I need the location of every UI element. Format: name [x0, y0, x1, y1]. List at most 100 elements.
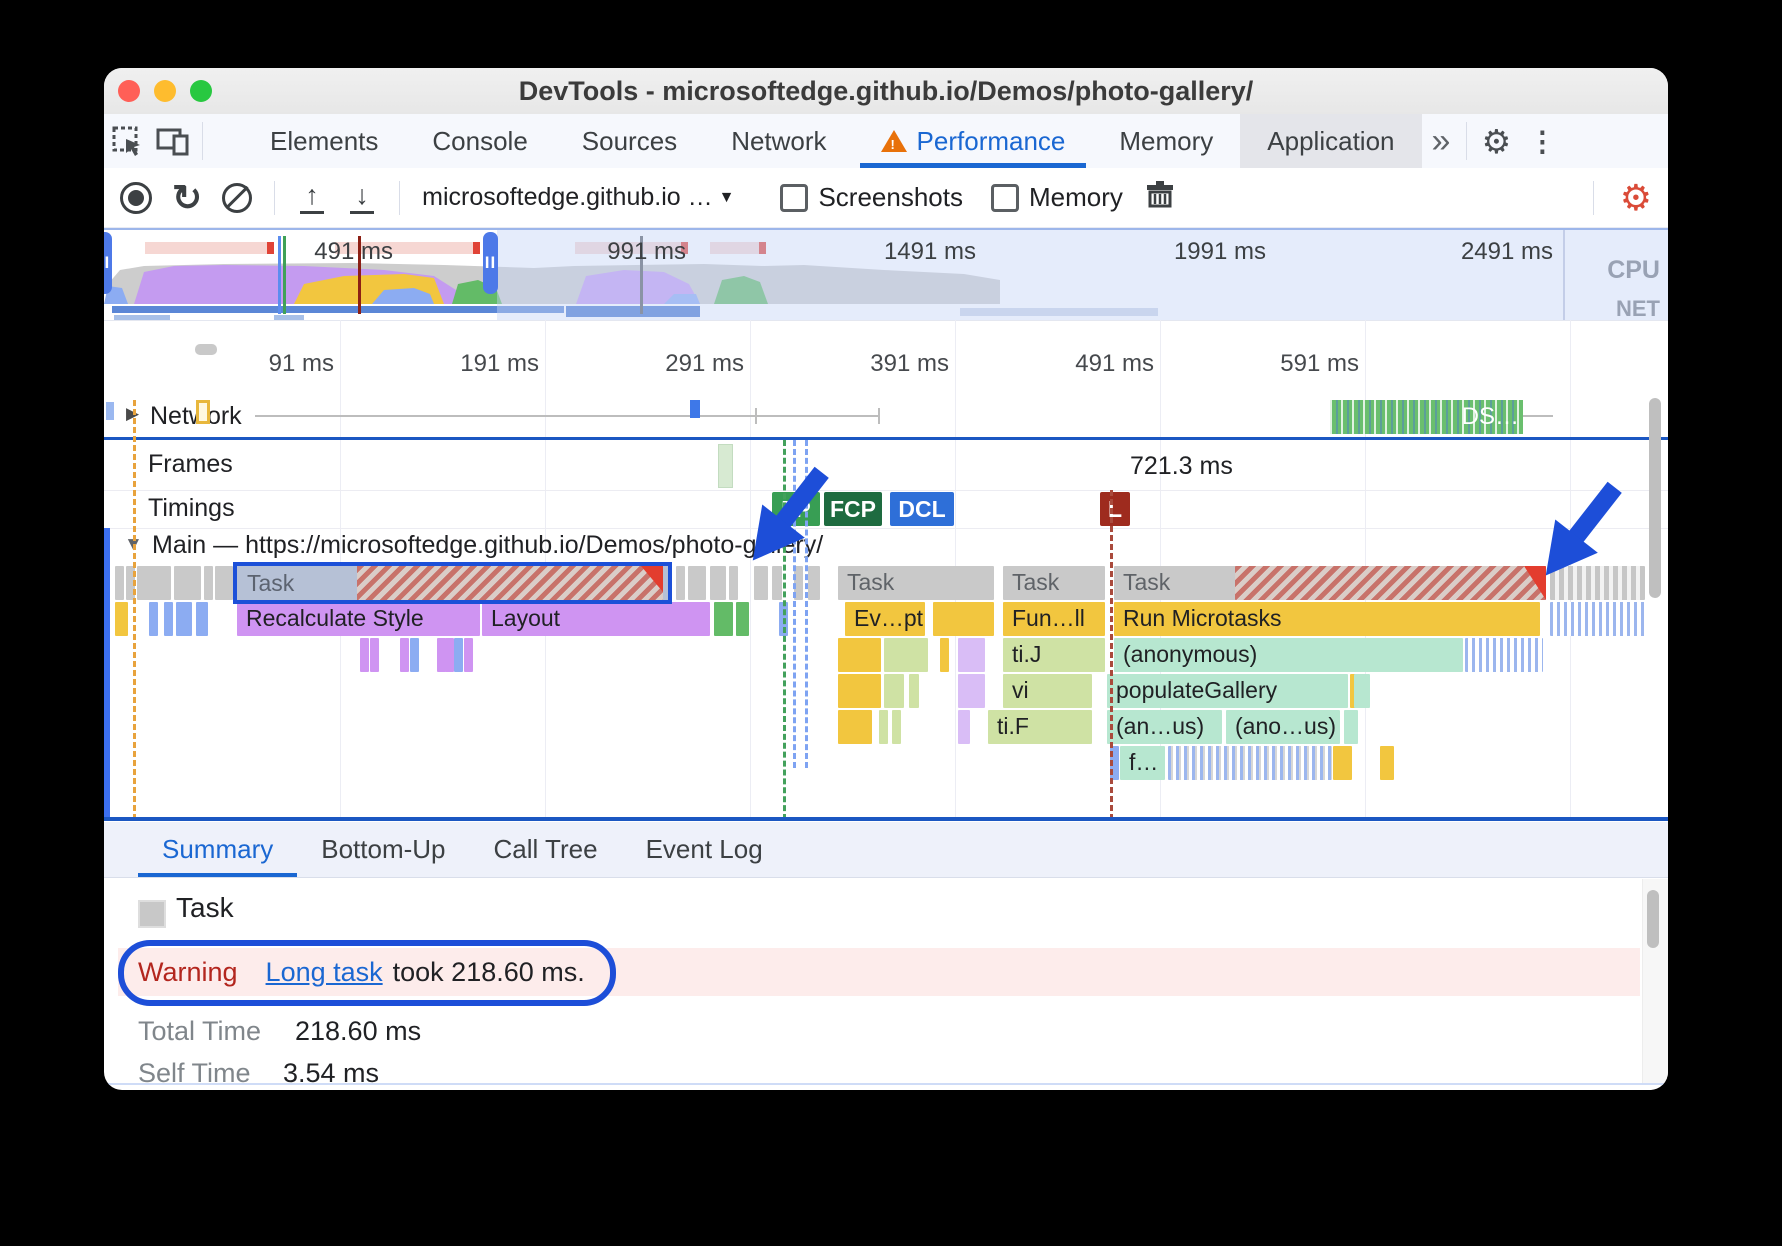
summary-splitter[interactable] [104, 817, 1668, 821]
flame-bar-ti-f[interactable]: ti.F [988, 710, 1092, 744]
download-profile-icon[interactable]: ↓ [347, 181, 377, 214]
flame-bar-populategallery[interactable]: populateGallery [1107, 674, 1348, 708]
zoom-window-button[interactable] [190, 80, 212, 102]
upload-profile-icon[interactable]: ↑ [297, 181, 327, 214]
timing-badge-fcp[interactable]: FCP [824, 492, 882, 526]
flame-bar-blue[interactable] [196, 602, 208, 636]
flame-bar-purple[interactable] [360, 638, 369, 672]
flame-bar--an-us-[interactable]: (an…us) [1107, 710, 1222, 744]
main-track-header[interactable]: ▼ Main — https://microsoftedge.github.io… [104, 528, 1668, 566]
flame-bar-green[interactable] [736, 602, 749, 636]
tab-event-log[interactable]: Event Log [645, 834, 763, 864]
flame-bar-olive[interactable] [892, 710, 901, 744]
flame-bar-blue[interactable] [183, 602, 192, 636]
flame-bar-run-microtasks[interactable]: Run Microtasks [1114, 602, 1540, 636]
flame-bar-f-[interactable]: f… [1120, 746, 1165, 780]
ruler-scroll-handle[interactable] [195, 344, 217, 355]
flame-bar-vi[interactable]: vi [1003, 674, 1092, 708]
overflow-tabs-chevron-icon[interactable]: » [1431, 121, 1451, 160]
reload-and-record-icon[interactable]: ↻ [172, 176, 203, 218]
tab-application[interactable]: Application [1240, 114, 1422, 168]
close-window-button[interactable] [118, 80, 140, 102]
inspect-element-icon[interactable] [104, 114, 150, 168]
flame-bar-ev-pt[interactable]: Ev…pt [845, 602, 925, 636]
flame-bar-yellow[interactable] [1380, 746, 1394, 780]
record-icon[interactable] [120, 181, 152, 214]
tab-performance[interactable]: ! Performance [854, 114, 1093, 168]
flame-bar-stripe-red[interactable] [1235, 566, 1546, 600]
flame-bar-gray[interactable] [710, 566, 726, 600]
flame-bar-stripe-gray[interactable] [1550, 566, 1645, 600]
flame-bar-purple[interactable] [464, 638, 473, 672]
flame-bar-task[interactable]: Task [1003, 566, 1105, 600]
flame-bar-lav[interactable] [958, 710, 970, 744]
flame-bar-mint[interactable] [1344, 710, 1358, 744]
tab-summary[interactable]: Summary [138, 822, 298, 877]
flame-bar-stripe-blue[interactable] [1465, 638, 1543, 672]
flame-bar-purple[interactable] [400, 638, 409, 672]
flame-bar-olive[interactable] [884, 638, 928, 672]
more-options-icon[interactable]: ⋮ [1528, 125, 1557, 157]
summary-scrollbar[interactable] [1647, 890, 1659, 948]
flame-bar-lav[interactable] [958, 638, 985, 672]
flame-bar-blue[interactable] [164, 602, 173, 636]
tab-bottom-up[interactable]: Bottom-Up [321, 834, 446, 864]
screenshots-checkbox[interactable]: Screenshots [780, 182, 963, 213]
flame-bar-gray[interactable] [115, 566, 124, 600]
frames-track[interactable]: Frames 721.3 ms [104, 440, 1668, 491]
collect-garbage-icon[interactable] [1143, 179, 1177, 216]
tracks-splitter[interactable] [104, 437, 1668, 440]
flame-bar-fun-ll[interactable]: Fun…ll [1003, 602, 1105, 636]
flame-bar-yellow[interactable] [838, 710, 872, 744]
overview-right-handle[interactable]: II [483, 232, 498, 294]
long-task-link[interactable]: Long task [265, 956, 383, 987]
flame-bar-yellow[interactable] [940, 638, 949, 672]
device-toolbar-icon[interactable] [150, 114, 196, 168]
flame-bar-gray[interactable] [729, 566, 738, 600]
tab-sources[interactable]: Sources [581, 125, 678, 156]
capture-settings-gear-icon[interactable]: ⚙ [1619, 176, 1652, 218]
timings-track[interactable]: Timings [104, 490, 1668, 529]
flame-bar-purple[interactable] [437, 638, 446, 672]
flame-bar-task[interactable]: Task [838, 566, 994, 600]
flame-bar-stripe-blue[interactable] [1550, 602, 1645, 636]
flame-bar-lav[interactable] [958, 674, 985, 708]
flame-bar-gray[interactable] [772, 566, 782, 600]
flame-bar--anonymous-[interactable]: (anonymous) [1114, 638, 1463, 672]
flame-bar-gray[interactable] [137, 566, 171, 600]
flame-bar-gray[interactable] [174, 566, 201, 600]
minimize-window-button[interactable] [154, 80, 176, 102]
memory-checkbox[interactable]: Memory [990, 182, 1123, 213]
tab-network[interactable]: Network [731, 125, 827, 156]
clear-recording-icon[interactable] [222, 182, 253, 213]
settings-gear-icon[interactable]: ⚙ [1481, 122, 1512, 160]
timing-badge-dcl[interactable]: DCL [890, 492, 954, 526]
flame-bar-yellow[interactable] [838, 674, 881, 708]
selected-long-task[interactable]: Task [233, 562, 672, 604]
flame-bar-yellow[interactable] [838, 638, 881, 672]
overview-left-handle[interactable]: II [104, 232, 112, 294]
tab-elements[interactable]: Elements [270, 125, 379, 156]
flame-bar-yellow[interactable] [115, 602, 128, 636]
flame-bar-blue[interactable] [410, 638, 419, 672]
flame-bar-gray[interactable] [688, 566, 706, 600]
tab-console[interactable]: Console [432, 125, 528, 156]
network-track[interactable]: ▶ Network DS… [104, 398, 1668, 437]
flame-bar-recalculate-style[interactable]: Recalculate Style [237, 602, 480, 636]
network-request-block[interactable]: DS… [1330, 400, 1523, 434]
flame-bar-layout[interactable]: Layout [482, 602, 710, 636]
history-dropdown[interactable]: microsoftedge.github.io … ▼ [422, 183, 735, 211]
flame-bar-blue[interactable] [149, 602, 158, 636]
flame-bar-olive[interactable] [879, 710, 888, 744]
flame-bar-gray[interactable] [808, 566, 820, 600]
flame-bar-blue[interactable] [454, 638, 463, 672]
flame-bar-stripe-bg[interactable] [1168, 746, 1332, 780]
flame-bar-blue[interactable] [176, 602, 185, 636]
flame-bar-yellow[interactable] [1333, 746, 1352, 780]
flame-bar-green[interactable] [714, 602, 733, 636]
flame-bar-olive[interactable] [909, 674, 919, 708]
flame-bar-purple[interactable] [370, 638, 379, 672]
flame-bar-gray[interactable] [794, 566, 803, 600]
flame-bar-mint[interactable] [1354, 674, 1370, 708]
